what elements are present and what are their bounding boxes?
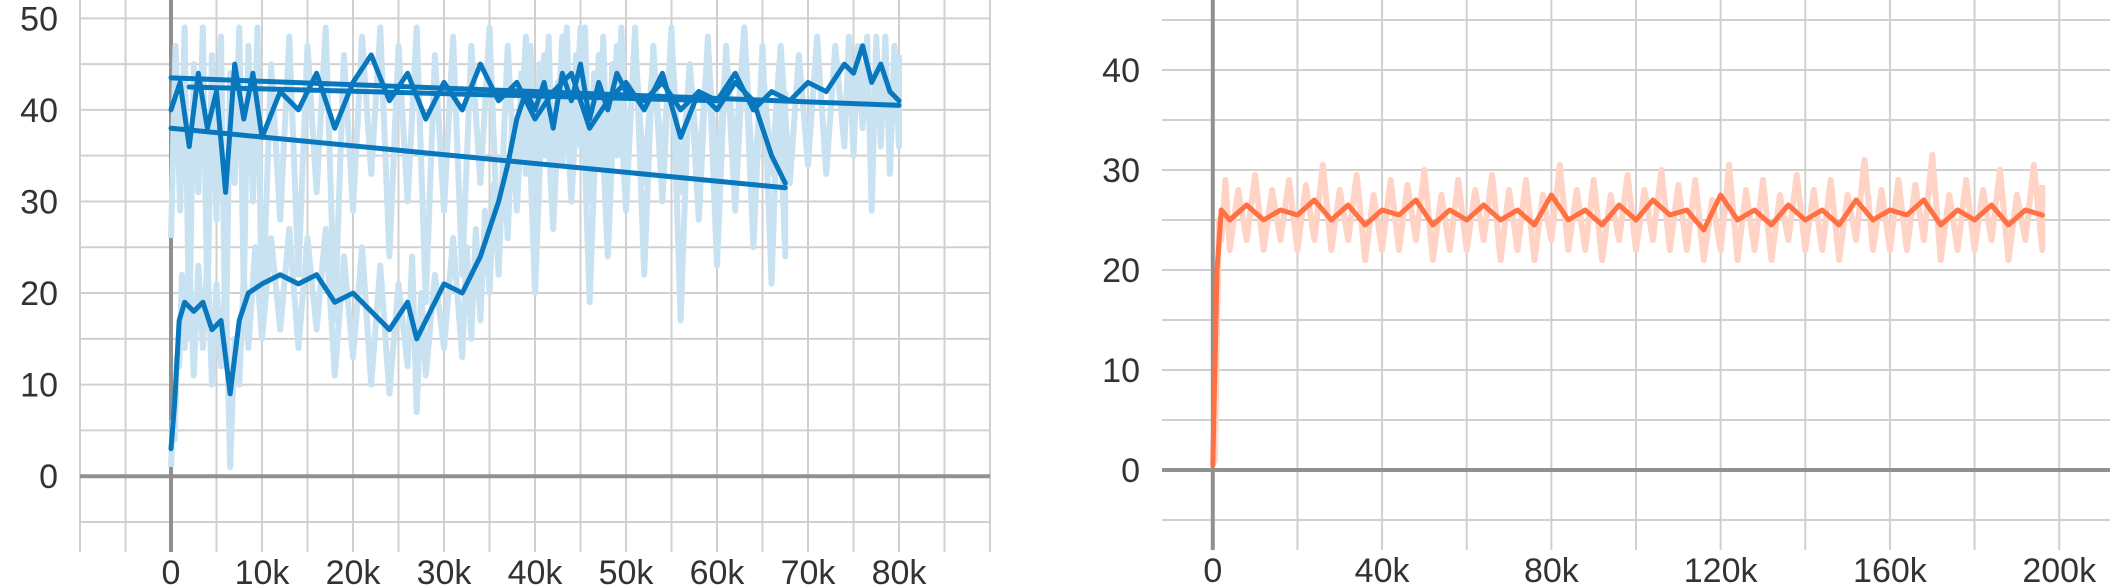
chart-right-x-tick-label: 120k xyxy=(1684,552,1759,588)
chart-left-series-3-line xyxy=(168,75,902,108)
chart-right-series-0-line xyxy=(1210,192,2045,468)
chart-left-series-2-line xyxy=(168,125,788,191)
chart-right-y-tick-label: 10 xyxy=(1102,352,1140,390)
chart-left-x-tick-label: 10k xyxy=(235,554,291,588)
chart-right-x-tick-label: 0 xyxy=(1203,552,1222,588)
chart-left-x-tick-label: 50k xyxy=(599,554,655,588)
chart-right-y-tick-label: 0 xyxy=(1121,452,1140,490)
chart-right-grid xyxy=(1162,0,2110,550)
chart-left-y-tick-label: 20 xyxy=(20,275,58,313)
chart-right-y-tick-label: 20 xyxy=(1102,252,1140,290)
chart-right-y-tick-label: 40 xyxy=(1102,52,1140,90)
chart-left-y-tick-label: 30 xyxy=(20,183,58,221)
chart-left-x-tick-label: 20k xyxy=(326,554,382,588)
chart-left-x-tick-label: 60k xyxy=(690,554,746,588)
chart-left-x-tick-label: 80k xyxy=(872,554,928,588)
chart-right-x-tick-label: 160k xyxy=(1853,552,1928,588)
chart-left-y-tick-label: 50 xyxy=(20,0,58,38)
chart-right-svg: 0 40k 80k 120k 160k 200k 0 10 20 30 40 xyxy=(1102,0,2110,588)
chart-left-x-tick-label: 40k xyxy=(508,554,564,588)
chart-panel-left: 0 10k 20k 30k 40k 50k 60k 70k 80k 0 10 20 30 40 50 xyxy=(0,0,1000,588)
chart-left-x-tick-label: 70k xyxy=(781,554,837,588)
chart-left-series-0-line xyxy=(168,43,902,452)
chart-right-x-tick-label: 200k xyxy=(2022,552,2097,588)
chart-left-y-tick-label: 40 xyxy=(20,92,58,130)
chart-right-y-tick-label: 30 xyxy=(1102,152,1140,190)
chart-left-y-tick-label: 10 xyxy=(20,367,58,405)
chart-right-x-tick-label: 80k xyxy=(1524,552,1580,588)
chart-right-series-0-raw xyxy=(1210,152,2046,467)
chart-left-series-4-line xyxy=(186,84,720,104)
chart-left-x-tick-label: 30k xyxy=(417,554,473,588)
chart-left-series-1-line xyxy=(168,52,788,195)
chart-left-y-tick-label: 0 xyxy=(39,458,58,496)
chart-right-x-tick-label: 40k xyxy=(1355,552,1411,588)
chart-left-x-tick-label: 0 xyxy=(162,554,181,588)
chart-panel-right: 0 40k 80k 120k 160k 200k 0 10 20 30 40 xyxy=(1070,0,2128,588)
chart-left-svg: 0 10k 20k 30k 40k 50k 60k 70k 80k 0 10 20 30 40 50 xyxy=(20,0,991,588)
